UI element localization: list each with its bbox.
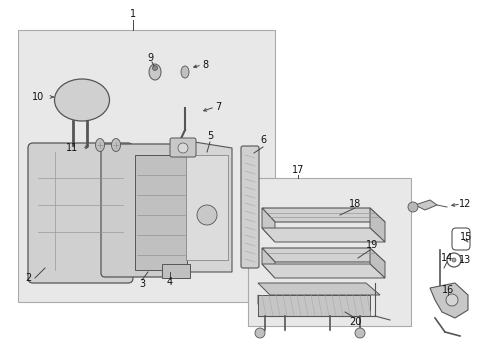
Polygon shape (369, 208, 384, 242)
Circle shape (407, 202, 417, 212)
Text: 16: 16 (441, 285, 453, 295)
Text: 3: 3 (139, 279, 145, 289)
Circle shape (197, 205, 217, 225)
Polygon shape (258, 295, 269, 316)
Polygon shape (258, 283, 379, 295)
Text: 5: 5 (206, 131, 213, 141)
Circle shape (451, 258, 455, 262)
Bar (258, 295, 369, 316)
Text: 4: 4 (166, 277, 173, 287)
Ellipse shape (181, 66, 189, 78)
Ellipse shape (95, 139, 104, 152)
FancyBboxPatch shape (28, 143, 133, 283)
Ellipse shape (149, 64, 161, 80)
Text: 12: 12 (458, 199, 470, 209)
Text: 13: 13 (458, 255, 470, 265)
Text: 6: 6 (260, 135, 265, 145)
Circle shape (152, 66, 157, 71)
Text: 14: 14 (440, 253, 452, 263)
Bar (135, 155, 186, 270)
Text: 15: 15 (459, 232, 471, 242)
Text: 18: 18 (348, 199, 360, 209)
Text: 2: 2 (25, 273, 31, 283)
Circle shape (354, 328, 364, 338)
Polygon shape (369, 248, 384, 278)
Polygon shape (262, 208, 274, 242)
Polygon shape (429, 283, 467, 318)
Text: 19: 19 (365, 240, 377, 250)
Text: 11: 11 (66, 143, 78, 153)
Circle shape (178, 143, 187, 153)
Bar (185, 155, 227, 260)
Polygon shape (414, 200, 436, 210)
Text: 20: 20 (348, 317, 361, 327)
Polygon shape (262, 248, 274, 278)
Bar (162, 264, 190, 278)
Ellipse shape (111, 139, 120, 152)
Text: 17: 17 (291, 165, 304, 175)
FancyBboxPatch shape (241, 146, 259, 268)
Polygon shape (262, 208, 384, 222)
Text: 8: 8 (202, 60, 207, 70)
Text: 1: 1 (130, 9, 136, 19)
Bar (247, 178, 410, 326)
Circle shape (254, 328, 264, 338)
Text: 9: 9 (146, 53, 153, 63)
Polygon shape (182, 140, 231, 272)
Circle shape (445, 294, 457, 306)
FancyBboxPatch shape (101, 144, 183, 277)
Polygon shape (262, 264, 384, 278)
Text: 10: 10 (32, 92, 44, 102)
Polygon shape (262, 248, 384, 262)
Polygon shape (262, 228, 384, 242)
Ellipse shape (54, 79, 109, 121)
Text: 7: 7 (214, 102, 221, 112)
FancyBboxPatch shape (170, 138, 196, 157)
Bar (18, 30, 274, 302)
